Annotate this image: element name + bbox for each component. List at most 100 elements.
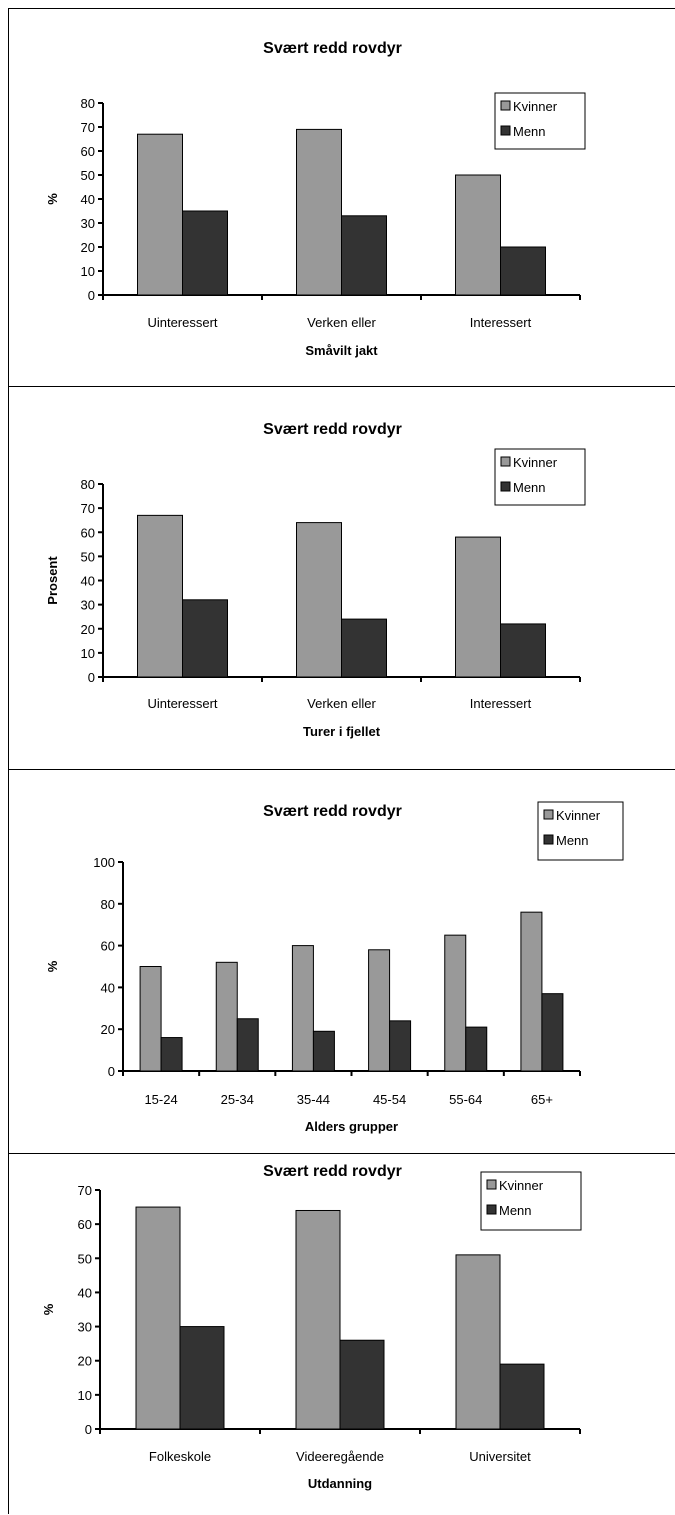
- y-tick-label: 70: [81, 501, 95, 516]
- bar-menn: [500, 623, 546, 678]
- bar-menn: [499, 1363, 545, 1430]
- x-category-label: Verken eller: [307, 315, 376, 330]
- chart-panel-utdanning: Svært redd rovdyr 0 10 20 30 40 50 60 70 Folkesko…: [8, 1153, 675, 1514]
- bar-chart-smavilt-jakt: Svært redd rovdyr 0 10 20 30 40 50 60 70 80 Uinter…: [45, 40, 586, 358]
- x-category-label: Interessert: [470, 315, 532, 330]
- x-category-label: Universitet: [469, 1449, 531, 1464]
- bar-kvinner: [455, 174, 501, 296]
- bar-kvinner: [291, 945, 314, 1072]
- y-tick-label: 0: [88, 670, 95, 685]
- bar-kvinner: [455, 1254, 501, 1430]
- y-tick-label: 40: [81, 192, 95, 207]
- bar-menn: [182, 210, 228, 296]
- x-category-label: 15-24: [144, 1092, 177, 1107]
- y-tick-label: 50: [81, 549, 95, 564]
- y-tick-label: 60: [101, 939, 115, 954]
- y-tick-label: 10: [78, 1388, 92, 1403]
- legend-label-menn: Menn: [513, 480, 546, 495]
- y-tick-label: 30: [81, 598, 95, 613]
- bar-kvinner: [137, 514, 183, 678]
- y-tick-label: 70: [81, 120, 95, 135]
- y-axis-label: %: [45, 193, 60, 205]
- bar-menn: [179, 1326, 225, 1430]
- x-category-label: Uinteressert: [147, 696, 217, 711]
- legend-label-kvinner: Kvinner: [513, 99, 558, 114]
- bar-menn: [312, 1030, 335, 1072]
- legend-swatch-kvinner: [500, 100, 511, 111]
- legend-label-kvinner: Kvinner: [556, 808, 601, 823]
- bar-kvinner: [215, 961, 238, 1072]
- bar-menn: [160, 1037, 183, 1072]
- x-category-label: 45-54: [373, 1092, 406, 1107]
- x-category-label: 65+: [531, 1092, 553, 1107]
- chart-panel-turer-i-fjellet: Svært redd rovdyr 0 10 20 30 40 50 60 70 80 Uinter…: [8, 386, 675, 770]
- y-tick-label: 80: [101, 897, 115, 912]
- legend-label-menn: Menn: [513, 124, 546, 139]
- y-tick-label: 20: [81, 240, 95, 255]
- y-tick-label: 30: [78, 1320, 92, 1335]
- y-tick-label: 0: [88, 288, 95, 303]
- legend-swatch-menn: [500, 125, 511, 136]
- x-category-label: Interessert: [470, 696, 532, 711]
- x-category-label: 55-64: [449, 1092, 482, 1107]
- bar-kvinner: [295, 1209, 341, 1430]
- legend-label-kvinner: Kvinner: [513, 455, 558, 470]
- x-axis-label: Turer i fjellet: [303, 724, 381, 739]
- chart-title: Svært redd rovdyr: [263, 803, 402, 820]
- legend-swatch-kvinner: [543, 809, 554, 820]
- bar-kvinner: [368, 949, 391, 1072]
- bar-kvinner: [520, 911, 543, 1072]
- y-tick-label: 10: [81, 264, 95, 279]
- bar-menn: [341, 215, 387, 296]
- y-axis-label: %: [41, 1303, 56, 1315]
- bar-menn: [339, 1339, 385, 1430]
- x-category-label: 25-34: [221, 1092, 254, 1107]
- bar-chart-alders-grupper: Svært redd rovdyr 0 20 40 60 80 100 15-24 25-34 3…: [45, 801, 624, 1134]
- bar-menn: [182, 599, 228, 678]
- bar-menn: [341, 618, 387, 678]
- y-tick-label: 10: [81, 646, 95, 661]
- x-axis-label: Småvilt jakt: [305, 343, 378, 358]
- chart-panel-smavilt-jakt: Svært redd rovdyr 0 10 20 30 40 50 60 70 80 Uinter…: [8, 8, 675, 387]
- bar-menn: [236, 1018, 259, 1072]
- y-tick-label: 20: [81, 622, 95, 637]
- bar-kvinner: [444, 934, 467, 1072]
- y-tick-label: 100: [93, 855, 115, 870]
- y-tick-label: 60: [78, 1217, 92, 1232]
- legend-swatch-menn: [486, 1204, 497, 1215]
- bar-kvinner: [135, 1206, 181, 1430]
- chart-panel-alders-grupper: Svært redd rovdyr 0 20 40 60 80 100 15-24 25-34 3…: [8, 769, 675, 1154]
- y-tick-label: 0: [85, 1422, 92, 1437]
- bar-menn: [500, 246, 546, 296]
- legend-swatch-menn: [500, 481, 511, 492]
- legend-box: [480, 1171, 582, 1231]
- bar-kvinner: [137, 133, 183, 296]
- legend-swatch-menn: [543, 834, 554, 845]
- y-tick-label: 30: [81, 216, 95, 231]
- y-tick-label: 60: [81, 144, 95, 159]
- y-tick-label: 80: [81, 96, 95, 111]
- legend: Kvinner Menn: [494, 92, 586, 150]
- y-tick-label: 50: [81, 168, 95, 183]
- legend: Kvinner Menn: [537, 801, 624, 861]
- x-category-label: Videeregående: [296, 1449, 384, 1464]
- y-tick-label: 20: [78, 1354, 92, 1369]
- x-axis-label: Utdanning: [308, 1476, 372, 1491]
- legend: Kvinner Menn: [494, 448, 586, 506]
- bar-kvinner: [455, 536, 501, 678]
- y-axis-label: %: [45, 960, 60, 972]
- y-tick-label: 40: [101, 980, 115, 995]
- y-tick-label: 20: [101, 1022, 115, 1037]
- x-axis-label: Alders grupper: [305, 1119, 398, 1134]
- bar-chart-turer-i-fjellet: Svært redd rovdyr 0 10 20 30 40 50 60 70 80 Uinter…: [45, 421, 586, 739]
- legend-swatch-kvinner: [486, 1179, 497, 1190]
- y-tick-label: 50: [78, 1251, 92, 1266]
- bar-chart-utdanning: Svært redd rovdyr 0 10 20 30 40 50 60 70 Folkesko…: [41, 1163, 582, 1491]
- legend-swatch-kvinner: [500, 456, 511, 467]
- x-category-label: Folkeskole: [149, 1449, 211, 1464]
- bar-kvinner: [296, 522, 342, 678]
- y-tick-label: 0: [108, 1064, 115, 1079]
- y-tick-label: 60: [81, 525, 95, 540]
- bar-kvinner: [296, 128, 342, 296]
- bar-kvinner: [139, 966, 162, 1072]
